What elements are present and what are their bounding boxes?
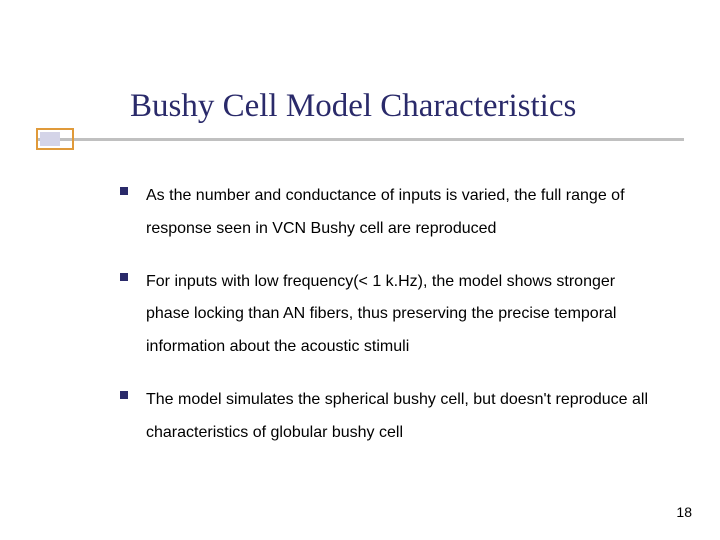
bullet-square-icon [120, 273, 128, 281]
title-underline [36, 138, 684, 141]
bullet-text: The model simulates the spherical bushy … [146, 384, 660, 450]
bullet-item: As the number and conductance of inputs … [120, 180, 660, 246]
bullet-square-icon [120, 187, 128, 195]
slide-body: As the number and conductance of inputs … [120, 180, 660, 470]
slide: Bushy Cell Model Characteristics As the … [0, 0, 720, 540]
slide-title: Bushy Cell Model Characteristics [130, 88, 576, 125]
bullet-item: The model simulates the spherical bushy … [120, 384, 660, 450]
bullet-item: For inputs with low frequency(< 1 k.Hz),… [120, 266, 660, 364]
bullet-text: For inputs with low frequency(< 1 k.Hz),… [146, 266, 660, 364]
page-number: 18 [676, 504, 692, 520]
bullet-text: As the number and conductance of inputs … [146, 180, 660, 246]
title-accent-box [36, 128, 74, 150]
bullet-square-icon [120, 391, 128, 399]
